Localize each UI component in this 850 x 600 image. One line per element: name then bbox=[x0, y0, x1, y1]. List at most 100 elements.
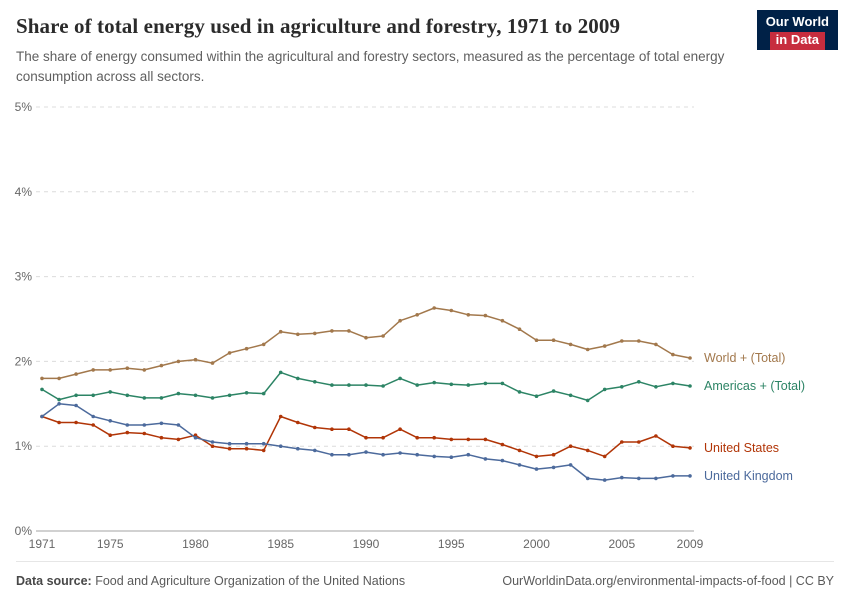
data-point bbox=[466, 437, 471, 442]
data-point bbox=[551, 389, 556, 393]
data-point bbox=[347, 427, 351, 432]
data-point bbox=[193, 393, 198, 398]
data-point bbox=[125, 423, 130, 427]
chart-title: Share of total energy used in agricultur… bbox=[16, 14, 621, 38]
data-point bbox=[654, 342, 658, 347]
data-point bbox=[620, 385, 624, 389]
data-point bbox=[40, 376, 44, 381]
series-label-united-kingdom: United Kingdom bbox=[704, 469, 793, 483]
data-point bbox=[637, 440, 641, 444]
data-point bbox=[227, 393, 232, 398]
data-point bbox=[347, 329, 351, 333]
owid-logo[interactable]: Our World in Data bbox=[756, 10, 838, 50]
data-point bbox=[108, 368, 112, 372]
data-point bbox=[637, 380, 641, 384]
data-point bbox=[585, 476, 590, 481]
chart-canvas: 0% 1% 2% 3% 4% 5% 1971 1975 1980 1985 1990 1995 2000… bbox=[15, 100, 805, 551]
data-point bbox=[500, 318, 505, 323]
data-point bbox=[466, 313, 471, 317]
data-point bbox=[142, 423, 147, 427]
data-point bbox=[210, 396, 215, 400]
data-point bbox=[364, 383, 368, 387]
data-point bbox=[176, 423, 181, 427]
data-point bbox=[398, 376, 402, 381]
data-point bbox=[568, 463, 573, 467]
x-tick-label: 1975 bbox=[97, 537, 124, 551]
data-point bbox=[40, 387, 44, 392]
data-point bbox=[74, 420, 78, 425]
x-tick-label: 1980 bbox=[182, 537, 209, 551]
y-tick-label: 0% bbox=[15, 524, 33, 538]
data-point bbox=[142, 368, 147, 372]
data-point bbox=[159, 363, 164, 368]
data-point bbox=[568, 393, 573, 398]
line-chart: 0% 1% 2% 3% 4% 5% 1971 1975 1980 1985 1990 1995 2000… bbox=[0, 90, 850, 557]
data-point bbox=[364, 450, 368, 454]
data-point bbox=[261, 391, 266, 396]
data-point bbox=[74, 372, 78, 376]
data-point bbox=[176, 391, 181, 396]
data-point bbox=[466, 383, 471, 387]
data-point bbox=[671, 381, 675, 386]
data-point bbox=[551, 465, 556, 470]
data-point bbox=[313, 331, 317, 336]
chart-footer: Data source: Food and Agriculture Organi… bbox=[16, 561, 834, 600]
series-label-americas-total: Americas + (Total) bbox=[704, 379, 805, 393]
data-point bbox=[688, 446, 692, 450]
series-line-united-kingdom bbox=[41, 403, 690, 481]
data-point bbox=[500, 458, 505, 463]
x-tick-label: 1995 bbox=[438, 537, 465, 551]
data-point bbox=[671, 352, 675, 357]
data-point bbox=[91, 423, 95, 427]
data-point bbox=[244, 391, 249, 395]
data-point bbox=[398, 427, 402, 432]
data-point bbox=[278, 444, 283, 449]
data-point bbox=[193, 435, 198, 440]
owid-logo-line1: Our World bbox=[765, 14, 829, 29]
data-point bbox=[40, 414, 44, 419]
data-point bbox=[466, 452, 471, 457]
data-point bbox=[432, 454, 437, 459]
data-source-text: Food and Agriculture Organization of the… bbox=[91, 574, 406, 588]
data-point bbox=[159, 421, 164, 426]
data-point bbox=[688, 474, 692, 478]
x-tick-label: 2009 bbox=[677, 537, 704, 551]
data-point bbox=[347, 383, 351, 387]
data-point bbox=[551, 452, 556, 457]
data-point bbox=[381, 452, 385, 457]
data-point bbox=[193, 357, 198, 362]
data-point bbox=[637, 339, 641, 343]
data-point bbox=[654, 476, 658, 481]
data-point bbox=[381, 384, 385, 388]
data-point bbox=[415, 452, 420, 457]
data-point bbox=[74, 393, 78, 398]
series-line-world-total bbox=[42, 307, 691, 380]
data-point bbox=[483, 381, 488, 386]
data-point bbox=[654, 385, 658, 389]
data-point bbox=[227, 351, 232, 355]
data-point bbox=[654, 434, 658, 438]
chart-subtitle: The share of energy consumed within the … bbox=[16, 49, 725, 84]
footer-link[interactable]: OurWorldinData.org/environmental-impacts… bbox=[502, 574, 834, 588]
data-point bbox=[176, 437, 181, 442]
data-point bbox=[330, 452, 334, 457]
data-point bbox=[483, 437, 488, 442]
data-point bbox=[296, 420, 300, 425]
series-label-united-states: United States bbox=[704, 441, 779, 455]
data-point bbox=[415, 383, 420, 387]
data-point bbox=[125, 430, 130, 435]
data-point bbox=[227, 441, 232, 446]
data-point bbox=[57, 397, 61, 402]
series-world-total: World + (Total) bbox=[40, 306, 785, 381]
data-point bbox=[398, 318, 402, 323]
data-point bbox=[227, 446, 232, 451]
data-point bbox=[176, 359, 181, 364]
owid-logo-line2: in Data bbox=[769, 31, 826, 50]
data-point bbox=[517, 448, 522, 453]
data-point bbox=[108, 433, 112, 438]
data-point bbox=[296, 376, 300, 381]
data-point bbox=[585, 398, 590, 403]
data-point bbox=[500, 442, 505, 447]
data-point bbox=[261, 441, 266, 446]
